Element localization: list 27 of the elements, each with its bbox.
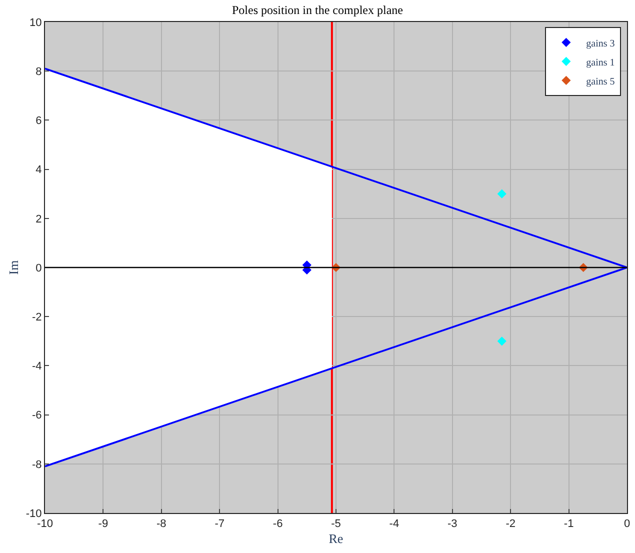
x-tick-label: -3 — [448, 518, 458, 530]
y-tick-label: 0 — [36, 262, 42, 274]
x-tick-label: -7 — [214, 518, 224, 530]
x-tick-label: -8 — [156, 518, 166, 530]
y-tick-label: 2 — [36, 213, 42, 226]
x-tick-label: -2 — [506, 518, 516, 530]
x-tick-label: -5 — [331, 518, 341, 530]
y-tick-label: -2 — [32, 311, 42, 324]
y-tick-label: -8 — [32, 458, 42, 471]
x-tick-label: -4 — [389, 518, 400, 530]
y-tick-label: 8 — [36, 66, 42, 78]
y-tick-label: -4 — [32, 360, 42, 373]
y-axis-title: Im — [6, 260, 21, 275]
y-tick-label: -10 — [26, 508, 42, 520]
y-tick-label: -6 — [32, 410, 42, 422]
legend-label: gains 3 — [586, 38, 615, 50]
y-tick-label: 6 — [36, 115, 42, 128]
legend-label: gains 1 — [586, 57, 615, 68]
x-tick-label: -6 — [272, 518, 283, 530]
x-tick-label: -1 — [564, 518, 574, 530]
y-tick-label: 10 — [30, 16, 42, 29]
x-tick-label: -9 — [98, 518, 108, 530]
x-axis-title: Re — [328, 530, 344, 546]
x-tick-label: 0 — [624, 518, 630, 530]
chart-title: Poles position in the complex plane — [232, 2, 403, 17]
y-tick-label: 4 — [36, 164, 42, 176]
legend-label: gains 5 — [586, 76, 615, 88]
